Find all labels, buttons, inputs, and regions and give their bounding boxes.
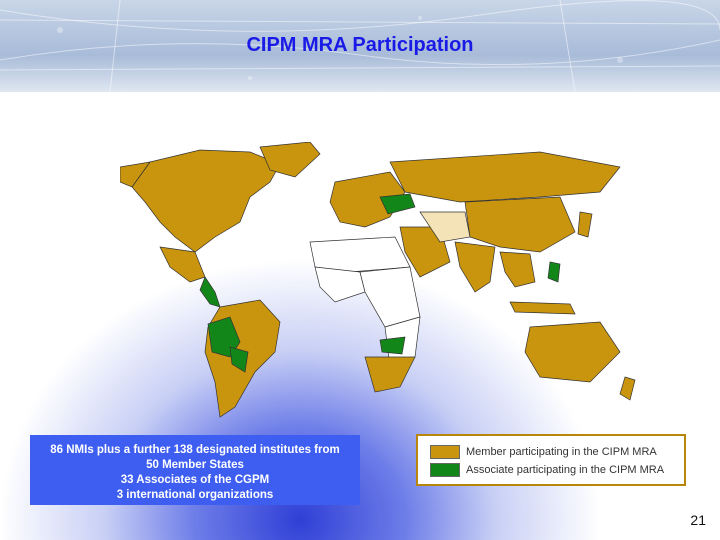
region-central-africa xyxy=(359,266,421,328)
header-decoration xyxy=(0,0,720,92)
stats-line-2: 50 Member States xyxy=(146,459,244,471)
region-central-america xyxy=(199,276,221,308)
map-legend: Member participating in the CIPM MRA Ass… xyxy=(416,434,686,486)
region-china xyxy=(464,196,576,253)
region-india xyxy=(454,241,496,293)
region-australia xyxy=(524,321,621,383)
region-north-africa xyxy=(309,236,411,273)
region-ukraine xyxy=(379,193,416,215)
stats-box: 86 NMIs plus a further 138 designated in… xyxy=(30,435,360,505)
region-south-africa xyxy=(364,356,416,393)
header-banner xyxy=(0,0,720,92)
page-number: 21 xyxy=(690,512,706,528)
legend-member-label: Member participating in the CIPM MRA xyxy=(466,446,657,458)
region-new-zealand xyxy=(619,376,636,401)
region-zambia xyxy=(379,336,406,355)
stats-line-1: 86 NMIs plus a further 138 designated in… xyxy=(50,444,340,456)
region-russia xyxy=(389,151,621,203)
region-canada-usa xyxy=(131,149,281,253)
member-swatch xyxy=(430,445,460,459)
region-southeast-asia xyxy=(499,251,536,288)
region-bolivia-paraguay xyxy=(229,346,249,373)
region-europe xyxy=(329,171,406,228)
stats-line-4: 3 international organizations xyxy=(116,489,274,501)
legend-associate-label: Associate participating in the CIPM MRA xyxy=(466,464,665,476)
region-mexico xyxy=(159,246,206,283)
region-west-africa xyxy=(314,266,366,303)
slide-title: CIPM MRA Participation xyxy=(246,34,474,56)
stats-line-3: 33 Associates of the CGPM xyxy=(120,474,270,486)
legend-row-associate: Associate participating in the CIPM MRA xyxy=(430,462,664,478)
region-indonesia xyxy=(509,301,576,315)
region-philippines xyxy=(547,261,561,283)
region-greenland xyxy=(259,142,321,178)
region-alaska xyxy=(120,161,151,188)
associate-swatch xyxy=(430,463,460,477)
world-map xyxy=(120,142,636,418)
region-japan xyxy=(577,211,593,238)
legend-row-member: Member participating in the CIPM MRA xyxy=(430,444,657,460)
